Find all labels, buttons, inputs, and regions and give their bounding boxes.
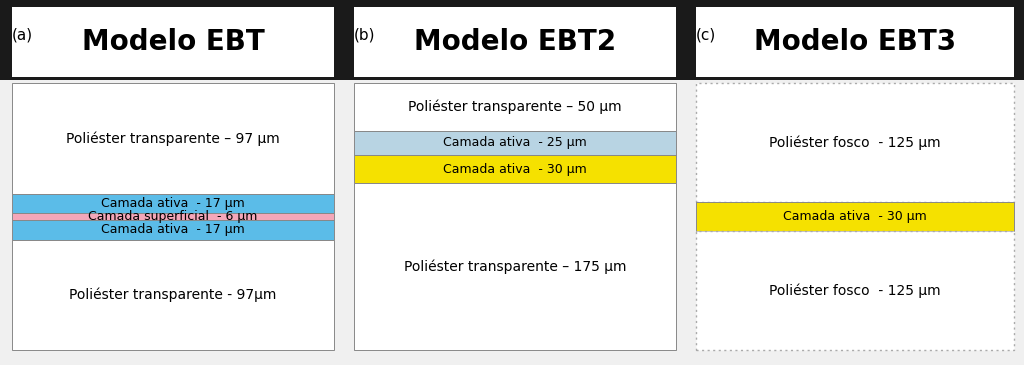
- Bar: [354, 155, 676, 183]
- Text: Camada superficial  - 6 μm: Camada superficial - 6 μm: [88, 210, 258, 223]
- Bar: [0, 0, 1024, 80]
- Text: (c): (c): [695, 27, 716, 43]
- Text: Camada ativa  - 30 μm: Camada ativa - 30 μm: [443, 162, 587, 176]
- Text: Poliéster transparente – 175 μm: Poliéster transparente – 175 μm: [403, 260, 627, 274]
- Text: Poliéster transparente – 97 μm: Poliéster transparente – 97 μm: [67, 131, 280, 146]
- Bar: [354, 183, 676, 350]
- Text: (b): (b): [353, 27, 375, 43]
- Text: Poliéster transparente - 97μm: Poliéster transparente - 97μm: [70, 288, 276, 302]
- Text: Modelo EBT3: Modelo EBT3: [754, 28, 956, 56]
- Text: Poliéster transparente – 50 μm: Poliéster transparente – 50 μm: [409, 100, 622, 114]
- Bar: [354, 131, 676, 155]
- Text: Camada ativa  - 25 μm: Camada ativa - 25 μm: [443, 137, 587, 149]
- Bar: [12, 7, 334, 77]
- Bar: [696, 83, 1014, 203]
- Text: Camada ativa  - 30 μm: Camada ativa - 30 μm: [783, 210, 927, 223]
- Bar: [12, 214, 334, 220]
- Text: Poliéster fosco  - 125 μm: Poliéster fosco - 125 μm: [769, 284, 941, 298]
- Bar: [12, 220, 334, 240]
- Bar: [354, 7, 676, 77]
- Bar: [12, 194, 334, 214]
- Text: Poliéster fosco  - 125 μm: Poliéster fosco - 125 μm: [769, 136, 941, 150]
- Text: Camada ativa  - 17 μm: Camada ativa - 17 μm: [101, 223, 245, 237]
- Bar: [696, 231, 1014, 350]
- Text: Modelo EBT2: Modelo EBT2: [414, 28, 616, 56]
- Bar: [696, 203, 1014, 231]
- Text: Camada ativa  - 17 μm: Camada ativa - 17 μm: [101, 197, 245, 210]
- Bar: [12, 83, 334, 194]
- Bar: [354, 83, 676, 131]
- Text: (a): (a): [11, 27, 33, 43]
- Bar: [696, 7, 1014, 77]
- Text: Modelo EBT: Modelo EBT: [82, 28, 264, 56]
- Bar: [12, 240, 334, 350]
